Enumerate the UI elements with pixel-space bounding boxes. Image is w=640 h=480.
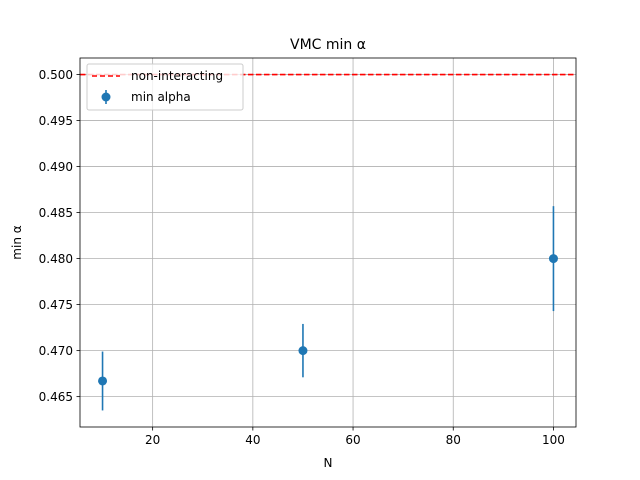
x-tick-label: 80: [446, 433, 461, 447]
y-tick-label: 0.480: [39, 252, 73, 266]
y-tick-label: 0.500: [39, 68, 73, 82]
y-tick-label: 0.490: [39, 160, 73, 174]
x-tick-label: 20: [145, 433, 160, 447]
y-tick-label: 0.470: [39, 344, 73, 358]
plot-frame: [79, 57, 577, 428]
x-tick-label: 100: [542, 433, 565, 447]
y-tick-label: 0.465: [39, 390, 73, 404]
y-tick-label: 0.495: [39, 114, 73, 128]
legend: non-interacting min alpha: [86, 63, 244, 111]
data-point: [98, 376, 108, 386]
grid: [80, 58, 576, 427]
legend-swatch-min-alpha-marker: [101, 92, 111, 102]
chart-title: VMC min α: [290, 37, 366, 53]
data-point: [298, 346, 308, 356]
x-tick-label: 60: [345, 433, 360, 447]
y-axis-label: min α: [10, 225, 24, 259]
x-tick-label: 40: [245, 433, 260, 447]
y-tick-label: 0.475: [39, 298, 73, 312]
y-tick-label: 0.485: [39, 206, 73, 220]
ticks: 20 40 60 80 100 0.465 0.470 0.475 0.480 0.485 0.49…: [39, 68, 565, 447]
data-point: [548, 254, 558, 264]
legend-box: [86, 63, 244, 111]
legend-label-non-interacting: non-interacting: [131, 69, 223, 83]
x-axis-label: N: [324, 456, 333, 470]
legend-label-min-alpha: min alpha: [131, 90, 191, 104]
